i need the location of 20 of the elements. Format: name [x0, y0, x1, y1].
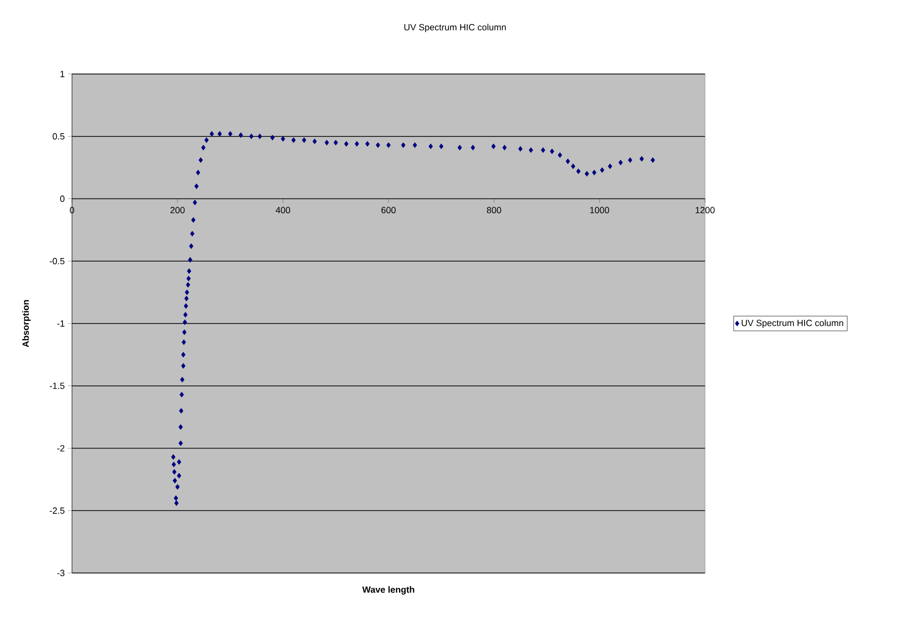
- x-tick-label: 800: [486, 206, 502, 214]
- y-tick-label: -3: [57, 570, 64, 576]
- y-tick-label: -1: [57, 320, 64, 327]
- x-tick-label: 1200: [696, 206, 715, 214]
- y-tick-label: -2.5: [50, 507, 64, 514]
- y-tick-label: -1.5: [50, 382, 64, 389]
- x-tick-label: 1000: [590, 206, 610, 214]
- legend-label: UV Spectrum HIC column: [742, 320, 844, 328]
- x-tick-label: 200: [170, 206, 185, 214]
- y-tick-label: -2: [57, 445, 64, 452]
- y-tick-label: 0: [60, 196, 64, 202]
- x-axis-title: Wave length: [362, 586, 414, 595]
- chart-title: UV Spectrum HIC column: [404, 24, 506, 32]
- x-tick-label: 600: [381, 206, 396, 214]
- x-tick-label: 400: [276, 206, 290, 214]
- y-axis-title: Absorption: [22, 300, 31, 348]
- y-tick-label: 0.5: [52, 133, 64, 140]
- y-tick-label: 1: [60, 70, 64, 78]
- x-tick-label: 0: [70, 206, 74, 214]
- y-tick-label: -0.5: [50, 258, 64, 264]
